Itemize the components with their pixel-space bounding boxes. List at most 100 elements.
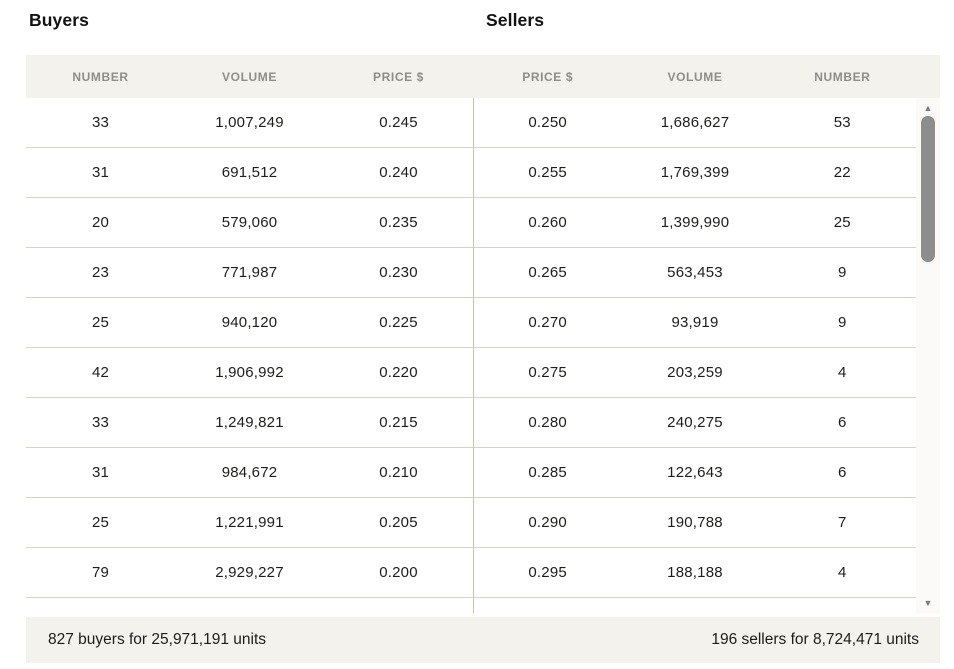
buyer-volume-cell: 940,120	[221, 314, 278, 331]
order-book-body: 33 1,007,249 0.245 31 691,512 0.240 20 5…	[26, 98, 940, 613]
buyer-price-cell: 0.200	[379, 564, 418, 581]
sellers-table: 0.250 1,686,627 53 0.255 1,769,399 22 0.…	[474, 98, 916, 613]
buyer-volume-cell: 1,906,992	[215, 364, 284, 381]
center-divider	[473, 98, 474, 613]
buyers-row: 79 2,929,227 0.200	[26, 548, 473, 598]
header-scrollbar-pad	[916, 55, 940, 98]
column-header-band: NUMBER VOLUME PRICE $ PRICE $ VOLUME NUM…	[26, 55, 940, 98]
seller-volume-cell: 93,919	[671, 314, 719, 331]
buyer-price-cell: 0.215	[379, 414, 418, 431]
buyer-number-cell: 23	[91, 264, 110, 281]
seller-volume-cell: 240,275	[667, 414, 723, 431]
buyer-price-cell: 0.240	[379, 164, 418, 181]
buyers-table: 33 1,007,249 0.245 31 691,512 0.240 20 5…	[26, 98, 473, 613]
buyers-row: 31 984,672 0.210	[26, 448, 473, 498]
sellers-row: 0.285 122,643 6	[474, 448, 916, 498]
buyer-volume-cell: 691,512	[221, 164, 278, 181]
buyers-row: 33 1,249,821 0.215	[26, 398, 473, 448]
seller-number-cell: 6	[838, 414, 847, 431]
buyer-volume-cell: 2,929,227	[215, 564, 284, 581]
seller-price-cell: 0.270	[528, 314, 567, 331]
buyer-number-cell: 33	[91, 114, 110, 131]
seller-volume-cell: 203,259	[667, 364, 723, 381]
buyer-number-cell: 79	[91, 564, 110, 581]
seller-number-cell: 9	[838, 314, 847, 331]
sellers-row: 0.275 203,259 4	[474, 348, 916, 398]
seller-price-cell: 0.265	[528, 264, 567, 281]
buyers-row: 25 1,221,991 0.205	[26, 498, 473, 548]
buyer-price-cell: 0.205	[379, 514, 418, 531]
sellers-row: 0.260 1,399,990 25	[474, 198, 916, 248]
seller-volume-cell: 122,643	[667, 464, 723, 481]
buyer-number-cell: 25	[91, 514, 110, 531]
seller-volume-cell: 1,769,399	[660, 164, 730, 181]
sellers-row: 0.265 563,453 9	[474, 248, 916, 298]
sellers-summary: 196 sellers for 8,724,471 units	[711, 631, 919, 648]
seller-number-cell: 6	[838, 464, 847, 481]
buyer-price-cell: 0.220	[379, 364, 418, 381]
buyer-number-cell: 25	[91, 314, 110, 331]
column-header-volume: VOLUME	[667, 69, 723, 84]
buyers-title: Buyers	[29, 10, 89, 30]
seller-volume-cell: 1,686,627	[660, 114, 730, 131]
buyer-number-cell: 33	[91, 414, 110, 431]
scroll-up-icon[interactable]: ▲	[923, 103, 933, 113]
seller-volume-cell: 188,188	[667, 564, 723, 581]
buyers-row: 20 579,060 0.235	[26, 198, 473, 248]
seller-volume-cell: 1,399,990	[660, 214, 730, 231]
buyer-volume-cell: 579,060	[221, 214, 278, 231]
buyer-number-cell: 31	[91, 164, 110, 181]
seller-number-cell: 4	[838, 364, 847, 381]
buyers-row: 23 771,987 0.230	[26, 248, 473, 298]
seller-number-cell: 4	[838, 564, 847, 581]
buyers-row: 25 940,120 0.225	[26, 298, 473, 348]
buyer-volume-cell: 984,672	[221, 464, 278, 481]
seller-price-cell: 0.290	[528, 514, 567, 531]
scrollbar[interactable]: ▲ ▼	[916, 98, 940, 613]
sellers-column-headers: PRICE $ VOLUME NUMBER	[474, 55, 916, 98]
seller-price-cell: 0.255	[528, 164, 567, 181]
seller-price-cell: 0.285	[528, 464, 567, 481]
column-header-price: PRICE $	[522, 69, 574, 84]
sellers-row: 0.295 188,188 4	[474, 548, 916, 598]
buyers-row: 33 1,007,249 0.245	[26, 98, 473, 148]
buyers-summary: 827 buyers for 25,971,191 units	[48, 631, 267, 648]
buyer-number-cell: 20	[91, 214, 110, 231]
seller-price-cell: 0.260	[528, 214, 567, 231]
buyer-price-cell: 0.245	[379, 114, 418, 131]
buyer-volume-cell: 1,249,821	[215, 414, 284, 431]
column-header-volume: VOLUME	[222, 69, 277, 84]
seller-number-cell: 9	[838, 264, 847, 281]
sellers-row: 0.255 1,769,399 22	[474, 148, 916, 198]
column-header-price: PRICE $	[373, 69, 424, 84]
sellers-title: Sellers	[486, 10, 545, 30]
seller-price-cell: 0.295	[528, 564, 567, 581]
seller-number-cell: 7	[838, 514, 847, 531]
buyer-number-cell: 31	[91, 464, 110, 481]
seller-price-cell: 0.280	[528, 414, 567, 431]
buyers-row: 42 1,906,992 0.220	[26, 348, 473, 398]
seller-volume-cell: 563,453	[667, 264, 723, 281]
buyer-number-cell: 42	[91, 364, 110, 381]
summary-footer: 827 buyers for 25,971,191 units 196 sell…	[26, 617, 940, 663]
sellers-row: 0.290 190,788 7	[474, 498, 916, 548]
buyer-volume-cell: 1,007,249	[215, 114, 284, 131]
seller-volume-cell: 190,788	[667, 514, 723, 531]
order-book: Buyers Sellers NUMBER VOLUME PRICE $ PRI…	[26, 0, 940, 663]
buyer-volume-cell: 771,987	[221, 264, 278, 281]
seller-price-cell: 0.275	[528, 364, 567, 381]
buyer-price-cell: 0.210	[379, 464, 418, 481]
buyer-price-cell: 0.225	[379, 314, 418, 331]
buyers-row: 31 691,512 0.240	[26, 148, 473, 198]
seller-number-cell: 53	[833, 114, 851, 131]
column-header-number: NUMBER	[72, 69, 129, 84]
scrollbar-thumb[interactable]	[921, 116, 935, 262]
buyer-price-cell: 0.235	[379, 214, 418, 231]
seller-number-cell: 22	[833, 164, 851, 181]
seller-price-cell: 0.250	[528, 114, 567, 131]
seller-number-cell: 25	[833, 214, 851, 231]
titles-row: Buyers Sellers	[26, 0, 940, 55]
sellers-row: 0.270 93,919 9	[474, 298, 916, 348]
scroll-down-icon[interactable]: ▼	[923, 598, 933, 608]
column-header-number: NUMBER	[814, 69, 871, 84]
